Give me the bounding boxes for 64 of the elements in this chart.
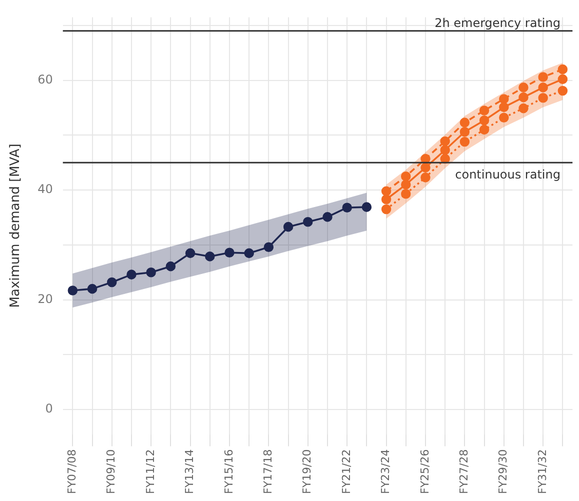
point xyxy=(106,277,117,288)
point xyxy=(460,118,470,128)
x-tick-label: FY19/20 xyxy=(300,449,314,494)
point xyxy=(87,284,98,294)
point xyxy=(558,74,568,84)
x-tick-label: FY29/30 xyxy=(496,449,510,494)
y-tick-label: 40 xyxy=(38,182,53,196)
point xyxy=(400,189,411,199)
point xyxy=(381,194,392,204)
y-tick-label: 60 xyxy=(38,72,53,86)
point xyxy=(538,72,548,82)
point xyxy=(322,212,332,222)
point xyxy=(185,248,196,258)
point xyxy=(498,94,509,104)
x-tick-label: FY27/28 xyxy=(458,449,471,494)
point xyxy=(204,252,215,262)
point xyxy=(224,248,234,258)
point xyxy=(479,106,490,116)
ref-line-label: continuous rating xyxy=(455,168,560,182)
x-tick-label: FY23/24 xyxy=(379,449,392,494)
point xyxy=(126,270,136,280)
point xyxy=(146,267,156,278)
point xyxy=(420,162,430,172)
x-tick-label: FY25/26 xyxy=(418,449,432,494)
point xyxy=(362,202,372,212)
point xyxy=(166,261,176,272)
x-tick-label: FY07/08 xyxy=(66,449,79,494)
point xyxy=(558,64,568,74)
point xyxy=(400,171,411,182)
y-tick-label: 20 xyxy=(38,292,53,306)
point xyxy=(264,242,274,252)
point xyxy=(440,145,450,155)
x-tick-label: FY17/18 xyxy=(262,449,275,494)
point xyxy=(283,222,294,232)
x-tick-label: FY13/14 xyxy=(183,449,196,494)
point xyxy=(518,82,528,92)
point xyxy=(400,180,411,190)
point xyxy=(518,92,528,102)
point xyxy=(440,136,450,146)
point xyxy=(302,216,313,227)
point xyxy=(538,92,548,103)
point xyxy=(538,82,548,92)
point xyxy=(498,102,509,112)
x-tick-label: FY11/12 xyxy=(144,449,157,494)
point xyxy=(420,172,430,182)
point xyxy=(498,112,509,123)
point xyxy=(518,103,528,114)
x-tick-label: FY31/32 xyxy=(536,449,549,494)
x-tick-label: FY15/16 xyxy=(222,449,236,494)
x-tick-label: FY21/22 xyxy=(340,449,353,494)
y-tick-label: 0 xyxy=(45,402,53,416)
point xyxy=(342,202,352,213)
point xyxy=(558,86,568,96)
point xyxy=(479,124,490,135)
point xyxy=(479,115,490,126)
y-axis-title: Maximum demand [MVA] xyxy=(8,144,24,308)
point xyxy=(244,248,254,258)
point xyxy=(381,186,392,196)
point xyxy=(460,126,470,137)
point xyxy=(460,136,470,147)
point xyxy=(381,204,392,214)
x-tick-label: FY09/10 xyxy=(104,449,118,494)
point xyxy=(68,286,78,296)
ref-line-label: 2h emergency rating xyxy=(434,16,560,30)
